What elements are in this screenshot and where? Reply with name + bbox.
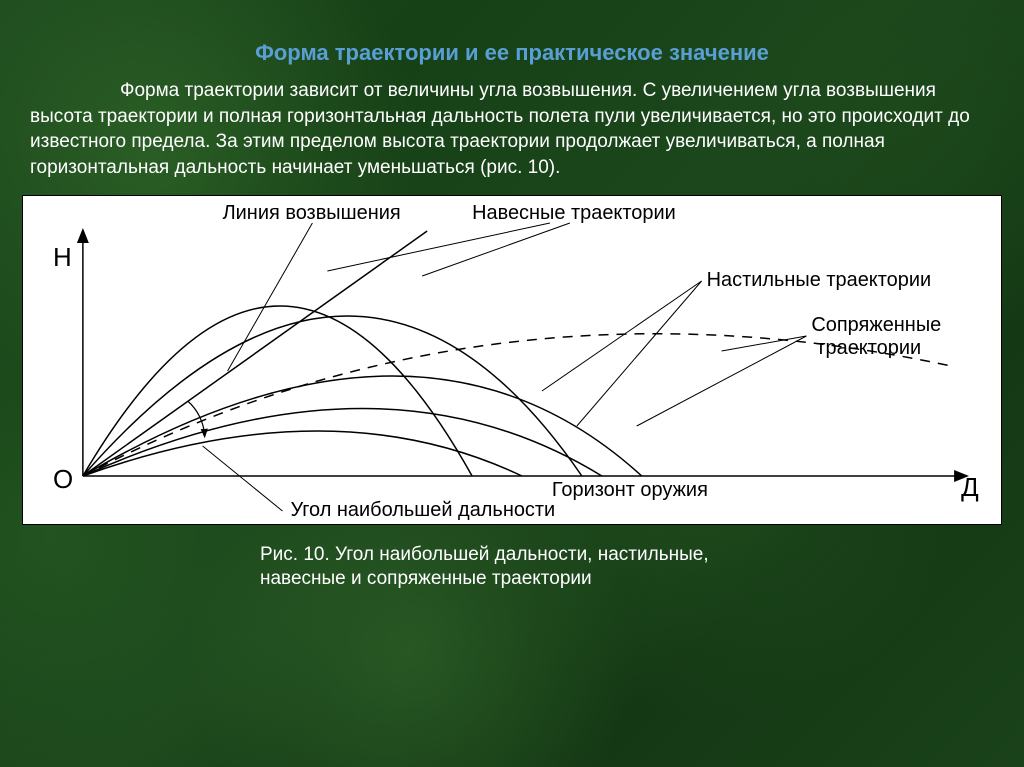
svg-text:Линия возвышения: Линия возвышения [223,202,401,224]
trajectory-diagram: Н Д О Линия возвышения Навесные траектории На… [22,195,1002,525]
paragraph-text: Форма траектории зависит от величины угл… [30,80,970,178]
svg-text:Настильные траектории: Настильные траектории [707,269,932,291]
svg-text:траектории: траектории [816,337,921,359]
svg-text:Сопряженные: Сопряженные [811,314,941,336]
page-title: Форма траектории и ее практическое значе… [0,0,1024,78]
figure-caption: Рис. 10. Угол наибольшей дальности, наст… [260,543,760,592]
svg-text:Угол наибольшей дальности: Угол наибольшей дальности [290,499,555,521]
body-paragraph: Форма траектории зависит от величины угл… [0,78,1024,181]
svg-text:Д: Д [961,472,979,502]
svg-text:Навесные траектории: Навесные траектории [472,202,676,224]
svg-text:Горизонт оружия: Горизонт оружия [552,479,708,501]
svg-text:О: О [53,464,73,494]
svg-text:Н: Н [53,242,72,272]
